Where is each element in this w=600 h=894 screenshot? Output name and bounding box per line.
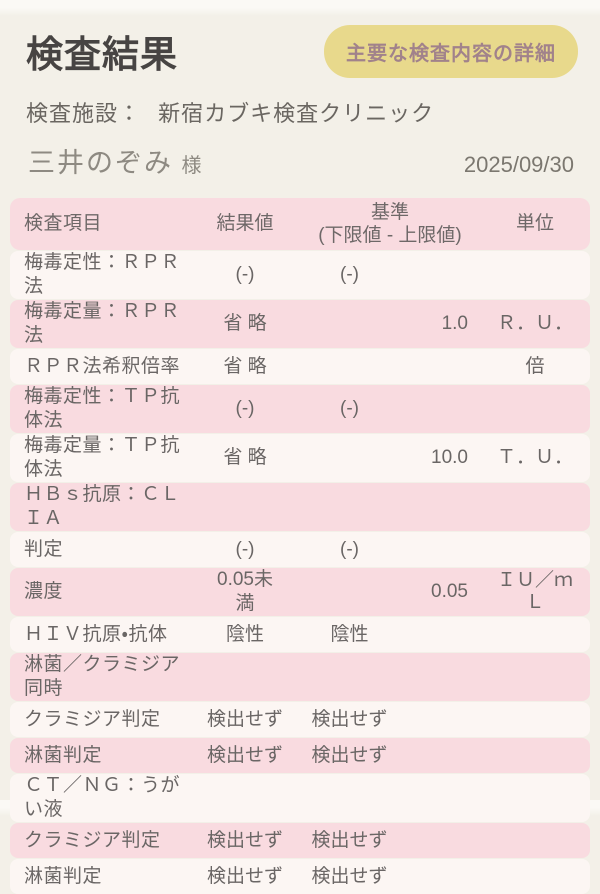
header-result: 結果値	[216, 213, 274, 234]
page-title: 検査結果	[26, 34, 178, 75]
cell-result: (-)	[235, 398, 255, 419]
cell-item: ＲＰＲ法希釈倍率	[24, 355, 181, 377]
cell-standard: 検出せず	[300, 829, 480, 853]
cell-result: 省 略	[223, 355, 267, 377]
cell-standard: 検出せず	[300, 708, 480, 732]
standard-value: (-)	[340, 398, 359, 419]
cell-item: ＨＩＶ抗原・抗体	[24, 623, 168, 645]
standard-value: 検出せず	[311, 829, 388, 851]
cell-item: 梅毒定性：ＲＰＲ法	[24, 252, 181, 297]
standard-value: 検出せず	[311, 708, 388, 730]
table-row: 梅毒定性：ＲＰＲ法 (-) (-)	[10, 251, 590, 299]
cell-item: 淋菌／クラミジア同時	[24, 654, 181, 699]
table-row: 梅毒定性：ＴＰ抗体法 (-) (-)	[10, 385, 590, 433]
table-row: ＲＰＲ法希釈倍率 省 略 倍	[10, 349, 590, 384]
table-body: 梅毒定性：ＲＰＲ法 (-) (-) 梅毒定量：ＲＰＲ法 省 略 1.0 Ｒ．Ｕ．…	[10, 251, 590, 894]
cell-result: 0.05未 満	[217, 569, 273, 614]
patient-name-group: 三井のぞみ 様	[28, 141, 201, 180]
cell-item: クラミジア判定	[24, 708, 161, 730]
standard-upper-limit: 1.0	[441, 313, 468, 334]
cell-result: 検出せず	[206, 829, 283, 851]
table-row: 淋菌／クラミジア同時	[10, 653, 590, 701]
cell-standard: 検出せず	[300, 744, 480, 768]
table-header-row: 検査項目 結果値 基準 (下限値 - 上限値) 単位	[10, 198, 590, 250]
standard-value: 検出せず	[311, 865, 388, 887]
cell-standard: (-)	[300, 538, 480, 562]
standard-value: (-)	[340, 264, 359, 285]
standard-upper-limit: 0.05	[431, 581, 468, 602]
cell-item: 梅毒定性：ＴＰ抗体法	[24, 386, 181, 431]
cell-result: 陰性	[225, 623, 264, 645]
standard-upper-limit: 10.0	[431, 447, 468, 468]
cell-item: クラミジア判定	[24, 829, 161, 851]
result-table: 検査項目 結果値 基準 (下限値 - 上限値) 単位 梅毒定性：ＲＰＲ法 (-)…	[10, 198, 590, 894]
cell-result: (-)	[235, 538, 255, 560]
title-row: 検査結果 主要な検査内容の詳細	[0, 24, 600, 78]
facility-row: 検査施設： 新宿カブキ検査クリニック	[0, 96, 600, 128]
table-row: 梅毒定量：ＲＰＲ法 省 略 1.0 Ｒ．Ｕ．	[10, 300, 590, 348]
header-item: 検査項目	[24, 213, 103, 234]
cell-result: 検出せず	[206, 744, 283, 766]
table-row: 淋菌判定 検出せず 検出せず	[10, 859, 590, 894]
table-row: ＨＩＶ抗原・抗体 陰性 陰性	[10, 617, 590, 652]
standard-value: 検出せず	[311, 744, 388, 766]
cell-item: 判定	[24, 538, 64, 560]
cell-result: 省 略	[223, 313, 267, 334]
standard-value: (-)	[340, 538, 359, 560]
patient-name: 三井のぞみ	[28, 148, 173, 178]
cell-item: 淋菌判定	[24, 744, 103, 766]
standard-value: 陰性	[330, 623, 369, 645]
cell-item: ＨＢｓ抗原：ＣＬＩＡ	[24, 484, 181, 529]
patient-row: 三井のぞみ 様 2025/09/30	[0, 141, 600, 180]
cell-standard: 陰性	[300, 623, 480, 647]
cell-unit: Ｔ．Ｕ．	[496, 447, 573, 468]
cell-unit: 倍	[525, 355, 545, 377]
header-unit: 単位	[515, 213, 554, 234]
cell-result: 検出せず	[206, 865, 283, 887]
cell-item: 淋菌判定	[24, 865, 103, 887]
cell-standard: (-)	[300, 263, 480, 287]
table-row: 判定 (-) (-)	[10, 532, 590, 567]
report-date: 2025/09/30	[463, 152, 574, 177]
detail-button[interactable]: 主要な検査内容の詳細	[324, 24, 578, 78]
facility-name: 新宿カブキ検査クリニック	[158, 101, 435, 126]
patient-honorific: 様	[181, 155, 202, 177]
cell-result: 省 略	[223, 447, 267, 468]
table-row: 濃度 0.05未 満 0.05 ＩＵ／ｍ Ｌ	[10, 568, 590, 616]
cell-standard: 0.05	[300, 580, 480, 604]
cell-item: 梅毒定量：ＲＰＲ法	[24, 301, 181, 346]
cell-standard: (-)	[300, 397, 480, 421]
cell-unit: Ｒ．Ｕ．	[496, 313, 573, 334]
table-row: 淋菌判定 検出せず 検出せず	[10, 738, 590, 773]
cell-standard: 検出せず	[300, 865, 480, 889]
header-standard: 基準 (下限値 - 上限値)	[318, 202, 462, 246]
facility-label: 検査施設：	[26, 101, 142, 126]
table-row: ＨＢｓ抗原：ＣＬＩＡ	[10, 483, 590, 531]
table-row: ＣＴ／ＮＧ：うがい液	[10, 774, 590, 822]
cell-result: (-)	[235, 264, 255, 285]
table-row: 梅毒定量：ＴＰ抗体法 省 略 10.0 Ｔ．Ｕ．	[10, 434, 590, 482]
cell-item: 濃度	[24, 581, 64, 602]
cell-result: 検出せず	[206, 708, 283, 730]
cell-standard: 10.0	[300, 446, 480, 470]
cell-standard: 1.0	[300, 312, 480, 336]
cell-item: ＣＴ／ＮＧ：うがい液	[24, 775, 181, 820]
table-row: クラミジア判定 検出せず 検出せず	[10, 823, 590, 858]
table-row: クラミジア判定 検出せず 検出せず	[10, 702, 590, 737]
cell-unit: ＩＵ／ｍ Ｌ	[496, 570, 573, 613]
cell-item: 梅毒定量：ＴＰ抗体法	[24, 435, 181, 480]
